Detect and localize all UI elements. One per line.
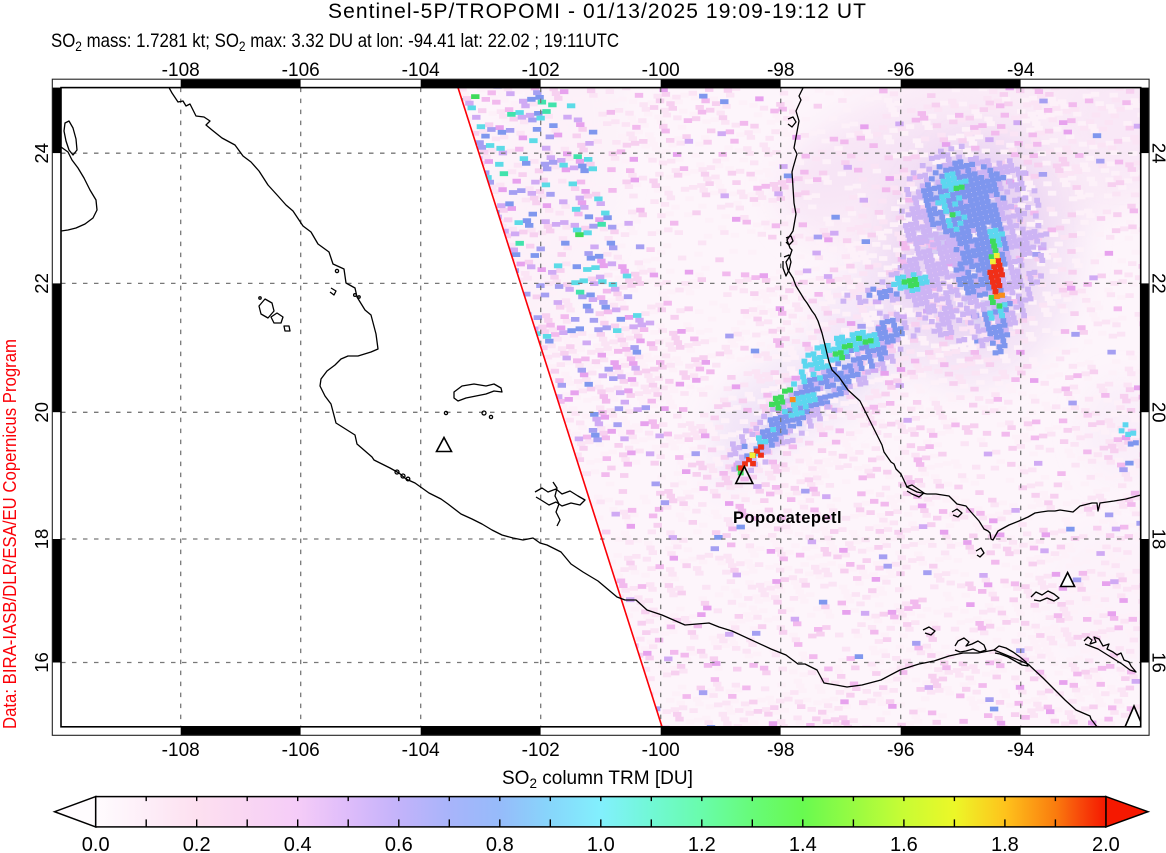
svg-text:-102: -102 <box>522 60 560 81</box>
svg-text:0.0: 0.0 <box>82 834 110 853</box>
svg-text:-100: -100 <box>642 60 680 81</box>
svg-text:1.4: 1.4 <box>789 834 817 853</box>
svg-text:1.0: 1.0 <box>587 834 615 853</box>
svg-text:1.2: 1.2 <box>688 834 716 853</box>
svg-text:1.8: 1.8 <box>991 834 1019 853</box>
svg-text:-108: -108 <box>162 60 200 81</box>
svg-text:-98: -98 <box>767 740 794 761</box>
svg-text:-106: -106 <box>282 60 320 81</box>
svg-text:-96: -96 <box>887 740 914 761</box>
svg-text:-94: -94 <box>1007 740 1035 761</box>
svg-text:Sentinel-5P/TROPOMI - 01/13/20: Sentinel-5P/TROPOMI - 01/13/2025 19:09-1… <box>328 0 866 23</box>
svg-text:1.6: 1.6 <box>890 834 918 853</box>
svg-text:Data: BIRA-IASB/DLR/ESA/EU Cop: Data: BIRA-IASB/DLR/ESA/EU Copernicus Pr… <box>0 339 20 729</box>
svg-text:-104: -104 <box>402 740 440 761</box>
svg-text:22: 22 <box>1149 273 1166 294</box>
svg-text:-94: -94 <box>1007 60 1035 81</box>
svg-text:18: 18 <box>31 529 52 550</box>
svg-text:-104: -104 <box>402 60 440 81</box>
svg-text:20: 20 <box>31 402 52 423</box>
svg-text:-106: -106 <box>282 740 320 761</box>
svg-text:24: 24 <box>31 143 52 164</box>
svg-text:-96: -96 <box>887 60 914 81</box>
svg-text:-108: -108 <box>162 740 200 761</box>
svg-text:24: 24 <box>1149 143 1166 164</box>
svg-text:16: 16 <box>1149 652 1166 673</box>
svg-text:0.8: 0.8 <box>486 834 514 853</box>
svg-text:22: 22 <box>31 273 52 294</box>
svg-text:2.0: 2.0 <box>1092 834 1120 853</box>
svg-text:-100: -100 <box>642 740 680 761</box>
svg-text:0.6: 0.6 <box>385 834 413 853</box>
svg-text:-98: -98 <box>767 60 794 81</box>
svg-text:0.4: 0.4 <box>284 834 312 853</box>
svg-text:0.2: 0.2 <box>183 834 211 853</box>
svg-text:16: 16 <box>31 652 52 673</box>
svg-text:18: 18 <box>1149 529 1166 550</box>
svg-text:20: 20 <box>1149 402 1166 423</box>
svg-text:Popocatepetl: Popocatepetl <box>733 509 842 527</box>
svg-text:SO2 mass: 1.7281 kt; SO2 max:: SO2 mass: 1.7281 kt; SO2 max: 3.32 DU at… <box>51 30 619 54</box>
svg-text:SO2 column TRM [DU]: SO2 column TRM [DU] <box>502 768 693 791</box>
svg-text:-102: -102 <box>522 740 560 761</box>
